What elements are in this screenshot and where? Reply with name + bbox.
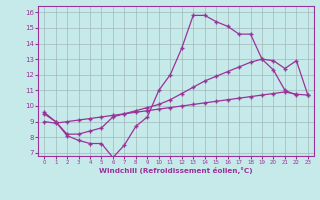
X-axis label: Windchill (Refroidissement éolien,°C): Windchill (Refroidissement éolien,°C) xyxy=(99,167,253,174)
